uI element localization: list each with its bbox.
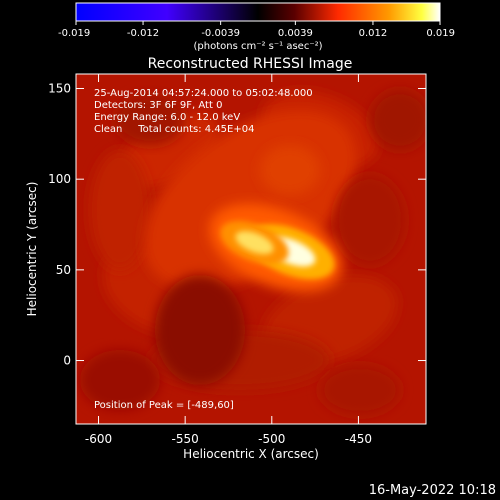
axis-ticks: -600 -550 -500 -450 150 100 50 0 [48, 74, 426, 446]
heatmap-sources [209, 203, 343, 292]
annotation-energy-range: Energy Range: 6.0 - 12.0 keV [94, 112, 240, 123]
heatmap-blob [260, 145, 320, 195]
timestamp: 16-May-2022 10:18 [369, 483, 496, 498]
colorbar-tick-label: -0.0039 [201, 28, 240, 39]
x-axis-label: Heliocentric X (arcsec) [183, 447, 319, 461]
x-tick-label: -550 [172, 432, 199, 446]
peak-position-label: Position of Peak = [-489,60] [94, 400, 234, 411]
y-tick-label: 150 [48, 82, 71, 96]
colorbar-ticks: -0.019 -0.012 -0.0039 0.0039 0.012 0.019 [58, 21, 455, 39]
annotation-time-range: 25-Aug-2014 04:57:24.000 to 05:02:48.000 [94, 88, 313, 99]
colorbar-gradient [75, 2, 441, 22]
heatmap-blob [80, 350, 160, 410]
heatmap-blob [115, 95, 185, 145]
y-tick-label: 100 [48, 172, 71, 186]
colorbar: -0.019 -0.012 -0.0039 0.0039 0.012 0.019 (pho… [58, 2, 455, 52]
annotation-clean-counts: Clean Total counts: 4.45E+04 [94, 124, 254, 135]
heatmap-blob [155, 275, 245, 385]
colorbar-tick-label: 0.012 [359, 28, 388, 39]
y-tick-label: 0 [63, 354, 71, 368]
heatmap-blob [320, 365, 400, 415]
heatmap-blob [335, 175, 405, 265]
observation-annotations: 25-Aug-2014 04:57:24.000 to 05:02:48.000… [94, 88, 313, 411]
heatmap-structure [80, 90, 426, 415]
x-tick-label: -450 [345, 432, 372, 446]
annotation-detectors: Detectors: 3F 6F 9F, Att 0 [94, 100, 222, 111]
source-peak [235, 231, 274, 255]
heatmap-image [76, 74, 426, 424]
heatmap-blob [370, 90, 426, 150]
colorbar-tick-label: -0.019 [58, 28, 90, 39]
colorbar-tick-label: 0.0039 [278, 28, 313, 39]
x-tick-label: -500 [258, 432, 285, 446]
chart-title: Reconstructed RHESSI Image [148, 56, 353, 72]
y-axis-label: Heliocentric Y (arcsec) [25, 182, 39, 317]
colorbar-tick-label: 0.019 [426, 28, 455, 39]
y-tick-label: 50 [56, 263, 71, 277]
colorbar-unit-label: (photons cm⁻² s⁻¹ asec⁻²) [193, 41, 322, 52]
plot-frame [75, 73, 427, 425]
x-tick-label: -600 [85, 432, 112, 446]
heatmap-blob [90, 150, 150, 270]
colorbar-tick-label: -0.012 [127, 28, 159, 39]
